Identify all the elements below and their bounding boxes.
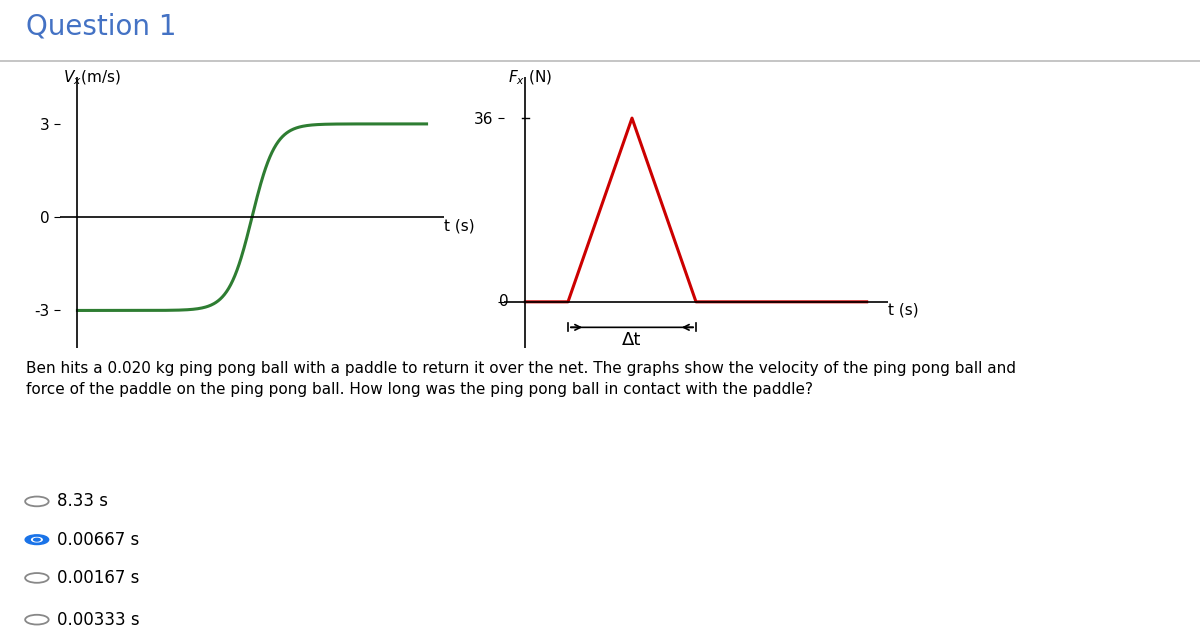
Circle shape — [25, 497, 49, 506]
Text: Question 1: Question 1 — [26, 13, 176, 41]
Text: 0: 0 — [499, 294, 509, 309]
Text: t (s): t (s) — [888, 303, 919, 318]
Circle shape — [25, 535, 49, 545]
Circle shape — [25, 615, 49, 625]
Text: Ben hits a 0.020 kg ping pong ball with a paddle to return it over the net. The : Ben hits a 0.020 kg ping pong ball with … — [26, 361, 1016, 397]
Text: Δt: Δt — [623, 331, 642, 349]
Text: t (s): t (s) — [444, 219, 475, 234]
Circle shape — [31, 538, 42, 542]
Text: 0.00167 s: 0.00167 s — [58, 569, 139, 587]
Text: $F_x$ (N): $F_x$ (N) — [509, 69, 552, 88]
Circle shape — [34, 538, 40, 541]
Circle shape — [25, 573, 49, 583]
Text: $V_x$(m/s): $V_x$(m/s) — [64, 68, 121, 86]
Text: 8.33 s: 8.33 s — [58, 493, 108, 511]
Text: 0.00333 s: 0.00333 s — [58, 611, 139, 629]
Text: 0.00667 s: 0.00667 s — [58, 531, 139, 549]
